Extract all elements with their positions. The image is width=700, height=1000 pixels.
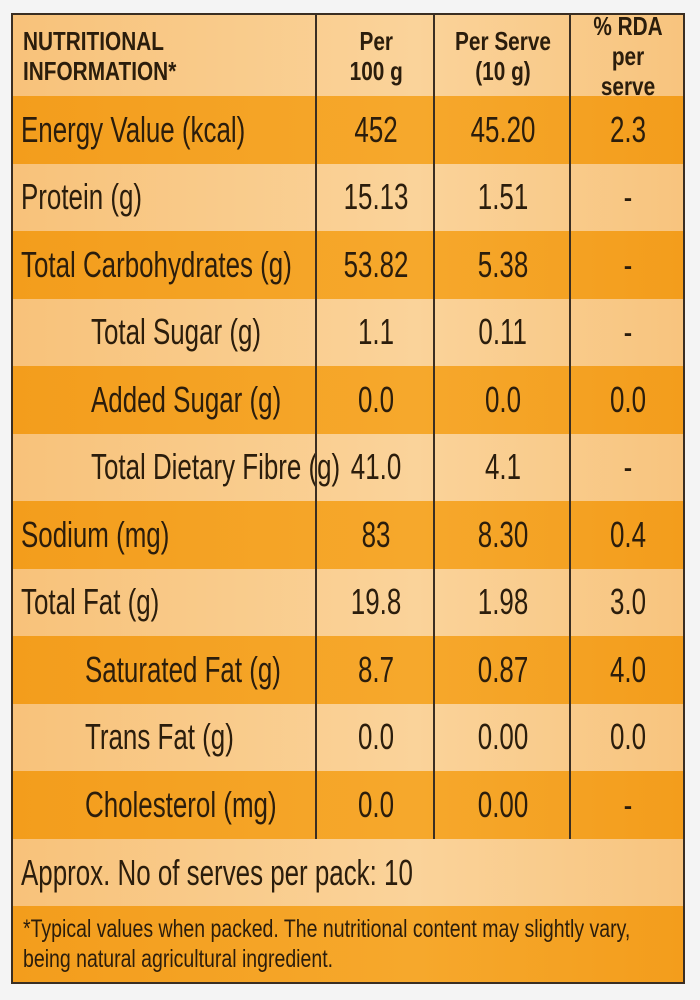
nutrient-label: Added Sugar (g) (91, 378, 282, 420)
per-100g-value: 0.0 (357, 378, 395, 420)
per-serve-value: 1.51 (477, 176, 529, 218)
rda-value: - (623, 446, 633, 488)
nutrient-label: Energy Value (kcal) (21, 108, 246, 150)
table-row: Saturated Fat (g) 8.7 0.87 4.0 (13, 636, 683, 704)
rda-value: - (623, 176, 633, 218)
rda-value: - (623, 783, 633, 825)
nutrient-label: Cholesterol (mg) (85, 783, 277, 825)
nutrient-label: Total Sugar (g) (91, 311, 261, 353)
per-serve-value: 8.30 (477, 513, 529, 555)
nutrient-label: Total Fat (g) (21, 581, 160, 623)
nutrient-label: Total Dietary Fibre (g) (91, 446, 341, 488)
header-row: NUTRITIONAL INFORMATION* Per 100 g Per Ser… (13, 11, 683, 101)
column-divider (569, 15, 571, 839)
nutrient-label: Trans Fat (g) (85, 716, 234, 758)
per-serve-value: 5.38 (477, 243, 529, 285)
table-row: Energy Value (kcal) 452 45.20 2.3 (13, 96, 683, 164)
nutrient-label: Total Carbohydrates (g) (21, 243, 292, 285)
table-row: Cholesterol (mg) 0.0 0.00 - (13, 771, 683, 839)
rda-value: 2.3 (609, 108, 647, 150)
column-divider (433, 15, 435, 839)
table-row: Total Sugar (g) 1.1 0.11 - (13, 298, 683, 366)
per-100g-value: 83 (361, 513, 391, 555)
per-100g-value: 452 (354, 108, 398, 150)
rda-value: - (623, 243, 633, 285)
table-row: Trans Fat (g) 0.0 0.00 0.0 (13, 703, 683, 771)
rda-value: 0.4 (609, 513, 647, 555)
per-100g-value: 8.7 (357, 648, 395, 690)
per-100g-value: 15.13 (343, 176, 409, 218)
table-row: Protein (g) 15.13 1.51 - (13, 163, 683, 231)
table-row: Total Fat (g) 19.8 1.98 3.0 (13, 568, 683, 636)
per-serve-value: 0.00 (477, 716, 529, 758)
footnote-row: *Typical values when packed. The nutriti… (13, 906, 683, 982)
per-100g-value: 0.0 (357, 783, 395, 825)
per-serve-value: 0.0 (484, 378, 522, 420)
per-serve-value: 0.87 (477, 648, 529, 690)
serves-per-pack: Approx. No of serves per pack: 10 (21, 851, 413, 893)
header-per-serve: Per Serve (10 g) (454, 25, 551, 86)
per-serve-value: 1.98 (477, 581, 529, 623)
footnote: *Typical values when packed. The nutriti… (23, 915, 631, 973)
header-rda: % RDA per serve (593, 10, 663, 101)
nutrient-label: Saturated Fat (g) (85, 648, 281, 690)
rda-value: 0.0 (609, 378, 647, 420)
rda-value: 3.0 (609, 581, 647, 623)
rda-value: 0.0 (609, 716, 647, 758)
table-row: Added Sugar (g) 0.0 0.0 0.0 (13, 366, 683, 434)
serves-row: Approx. No of serves per pack: 10 (13, 839, 683, 906)
nutrient-label: Sodium (mg) (21, 513, 170, 555)
per-serve-value: 0.00 (477, 783, 529, 825)
header-per-100g: Per 100 g (349, 25, 403, 86)
per-serve-value: 4.1 (484, 446, 522, 488)
per-serve-value: 45.20 (470, 108, 536, 150)
column-divider (315, 15, 317, 839)
rda-value: 4.0 (609, 648, 647, 690)
per-100g-value: 19.8 (350, 581, 402, 623)
per-100g-value: 1.1 (357, 311, 395, 353)
per-serve-value: 0.11 (478, 311, 528, 353)
table-row: Total Dietary Fibre (g) 41.0 4.1 - (13, 433, 683, 501)
nutrition-table: NUTRITIONAL INFORMATION* Per 100 g Per Ser… (11, 11, 685, 984)
table-row: Total Carbohydrates (g) 53.82 5.38 - (13, 231, 683, 299)
nutrient-label: Protein (g) (21, 176, 143, 218)
per-100g-value: 53.82 (343, 243, 409, 285)
per-100g-value: 41.0 (350, 446, 402, 488)
rda-value: - (623, 311, 633, 353)
table-row: Sodium (mg) 83 8.30 0.4 (13, 501, 683, 569)
per-100g-value: 0.0 (357, 716, 395, 758)
header-nutritional-info: NUTRITIONAL INFORMATION* (23, 25, 177, 86)
